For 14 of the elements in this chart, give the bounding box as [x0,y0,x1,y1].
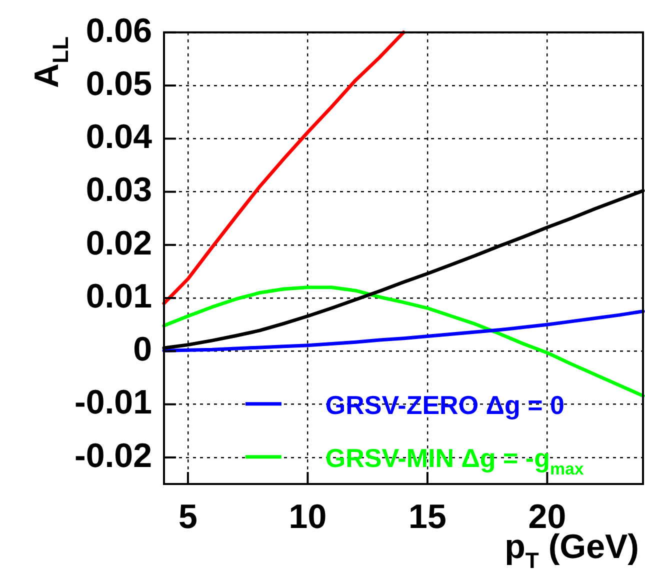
y-tick-label: 0.01 [86,277,152,316]
y-tick-label: 0.02 [86,224,152,262]
y-axis-title: ALL [28,36,74,88]
y-tick-label: 0.04 [86,118,152,156]
x-tick-label: 10 [288,498,327,536]
y-tick-label: 0 [133,330,152,369]
y-tick-label: -0.02 [74,436,152,475]
x-tick-label: 15 [408,498,446,536]
y-tick-label: 0.03 [86,171,152,210]
y-tick-label: -0.01 [74,384,152,422]
y-tick-label: 0.05 [86,64,152,103]
legend-label: GRSV-ZERO Δg = 0 [325,390,564,420]
y-tick-label: 0.06 [86,12,152,50]
x-tick-label: 5 [178,498,198,536]
